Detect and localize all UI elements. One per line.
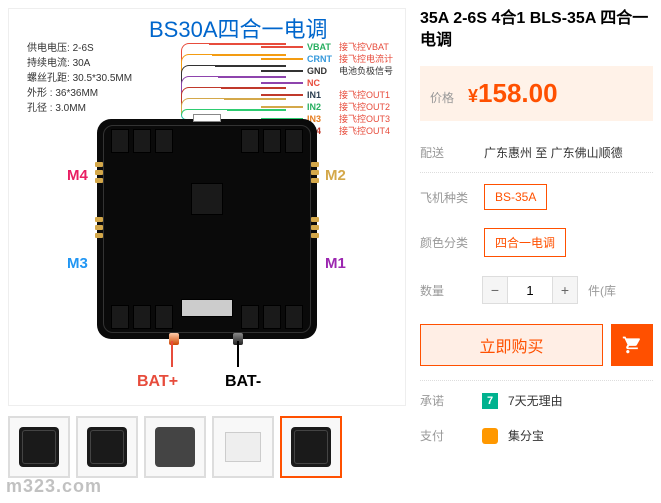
qty-input[interactable] xyxy=(508,276,552,304)
spec-list: 供电电压: 2-6S持续电流: 30A螺丝孔距: 30.5*30.5MM外形 :… xyxy=(27,41,132,116)
shipping-value[interactable]: 广东惠州 至 广东佛山顺德 xyxy=(484,144,623,161)
promise-label: 承诺 xyxy=(420,392,472,409)
qty-decrease-button[interactable]: − xyxy=(482,276,508,304)
bat-minus-label: BAT- xyxy=(225,373,261,391)
variant1-option[interactable]: BS-35A xyxy=(484,184,547,210)
price-label: 价格 xyxy=(430,89,454,106)
jifenbao-icon xyxy=(482,428,498,444)
thumbnail-strip xyxy=(8,416,408,478)
bat-plus-label: BAT+ xyxy=(137,373,178,391)
price-box: 价格 ¥158.00 xyxy=(420,66,653,121)
quantity-row: 数量 − + 件(库 xyxy=(420,266,653,314)
thumbnail-3[interactable] xyxy=(144,416,206,478)
quantity-label: 数量 xyxy=(420,282,472,299)
thumbnail-4[interactable] xyxy=(212,416,274,478)
shipping-label: 配送 xyxy=(420,144,472,161)
product-info-panel: 35A 2-6S 4合1 BLS-35A 四合一电调 价格 ¥158.00 配送… xyxy=(420,8,653,478)
variant2-label: 颜色分类 xyxy=(420,234,472,251)
wire-bundle-graphic xyxy=(181,37,286,125)
promise-row: 承诺 7 7天无理由 xyxy=(420,383,653,418)
payment-row: 支付 集分宝 xyxy=(420,418,653,453)
add-to-cart-button[interactable] xyxy=(611,324,653,366)
watermark: m323.com xyxy=(6,476,102,497)
payment-text[interactable]: 集分宝 xyxy=(508,427,544,444)
buy-now-button[interactable]: 立即购买 xyxy=(420,324,603,366)
main-product-image[interactable]: BS30A四合一电调 供电电压: 2-6S持续电流: 30A螺丝孔距: 30.5… xyxy=(8,8,406,406)
product-gallery: BS30A四合一电调 供电电压: 2-6S持续电流: 30A螺丝孔距: 30.5… xyxy=(8,8,408,478)
promise-text[interactable]: 7天无理由 xyxy=(508,392,563,409)
variant2-row: 颜色分类 四合一电调 xyxy=(420,219,653,266)
variant1-label: 飞机种类 xyxy=(420,189,472,206)
payment-label: 支付 xyxy=(420,427,472,444)
qty-unit: 件(库 xyxy=(588,282,616,299)
product-title: 35A 2-6S 4合1 BLS-35A 四合一电调 xyxy=(420,8,653,52)
qty-increase-button[interactable]: + xyxy=(552,276,578,304)
cart-icon xyxy=(622,335,642,355)
thumbnail-5[interactable] xyxy=(280,416,342,478)
thumbnail-2[interactable] xyxy=(76,416,138,478)
return-badge-icon: 7 xyxy=(482,393,498,409)
price-value: 158.00 xyxy=(478,78,558,108)
variant1-row: 飞机种类 BS-35A xyxy=(420,175,653,219)
shipping-row: 配送 广东惠州 至 广东佛山顺德 xyxy=(420,135,653,170)
pcb-graphic xyxy=(97,119,317,339)
thumbnail-1[interactable] xyxy=(8,416,70,478)
price-symbol: ¥ xyxy=(468,86,478,106)
variant2-option[interactable]: 四合一电调 xyxy=(484,228,566,257)
